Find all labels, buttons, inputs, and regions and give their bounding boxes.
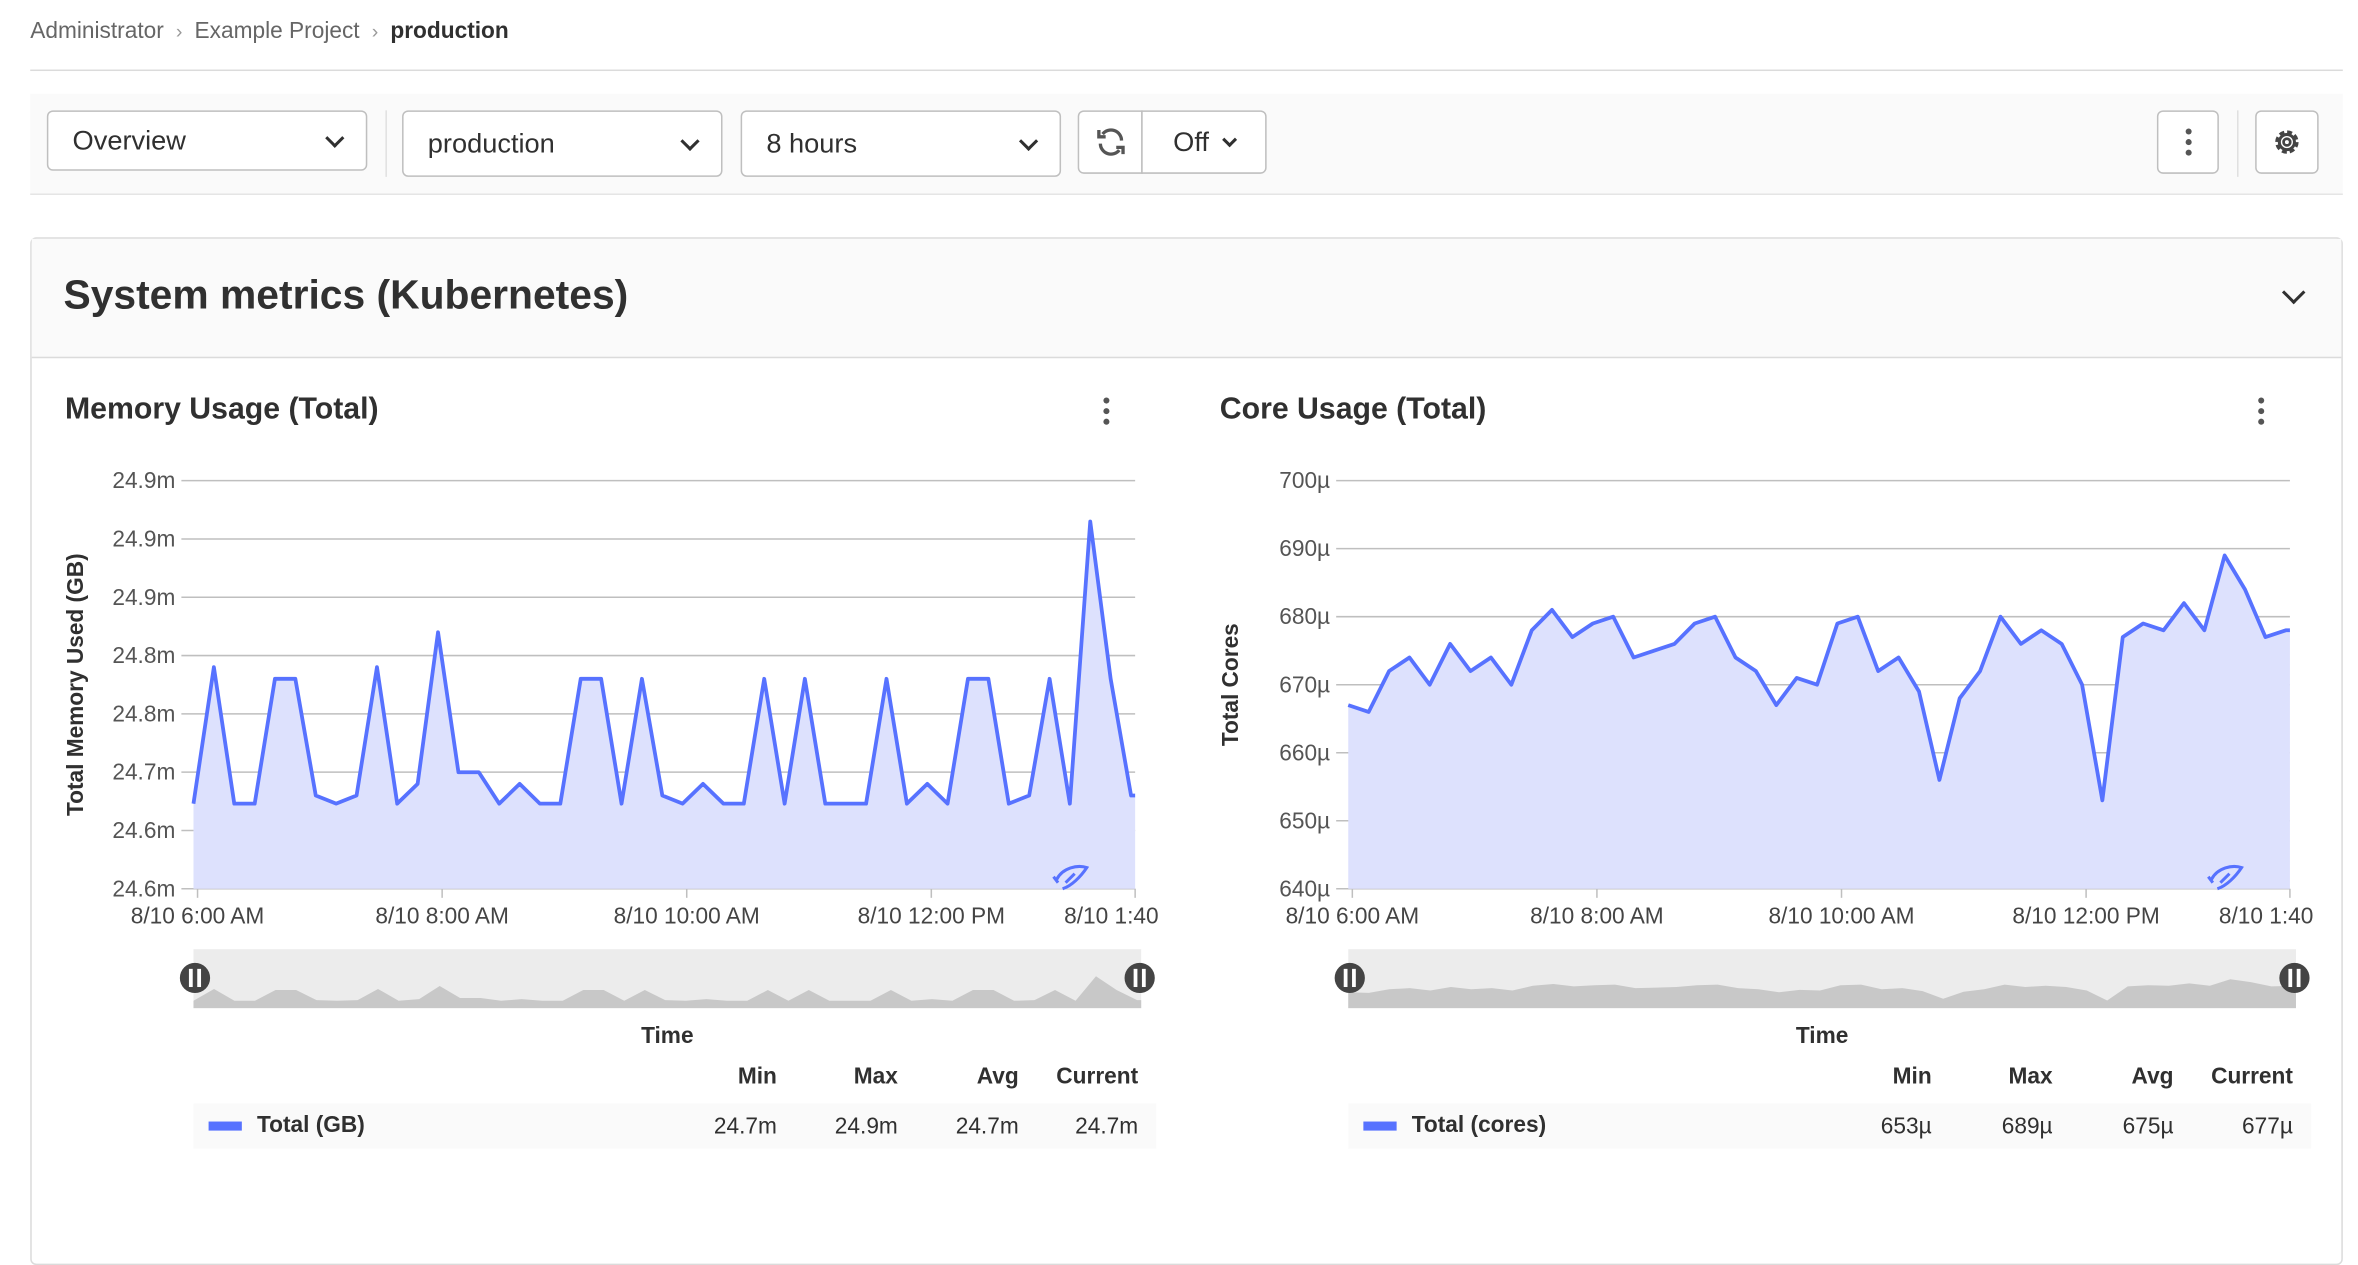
y-axis-title: Total Memory Used (GB) xyxy=(62,553,88,816)
x-tick-label: 8/10 8:00 AM xyxy=(1530,903,1664,929)
x-tick-label: 8/10 10:00 AM xyxy=(614,903,760,929)
y-tick-label: 24.6m xyxy=(112,817,175,843)
legend-min: 653µ xyxy=(1802,1114,1932,1140)
y-tick-label: 670µ xyxy=(1279,671,1330,697)
y-tick-label: 660µ xyxy=(1279,739,1330,765)
legend-swatch-icon xyxy=(209,1122,242,1131)
x-tick-label: 8/10 10:00 AM xyxy=(1768,903,1914,929)
chart-svg: 640µ 650µ 660µ 670µ 680µ 690µ 700µ Total Cores 8… xyxy=(1155,0,2358,1058)
legend-max: 24.9m xyxy=(768,1114,898,1140)
legend-header-max: Max xyxy=(786,1064,898,1090)
x-axis-title: Time xyxy=(641,1022,693,1048)
legend-current: 24.7m xyxy=(1010,1114,1138,1140)
x-tick-label: 8/10 8:00 AM xyxy=(375,903,509,929)
legend-swatch-icon xyxy=(1363,1122,1396,1131)
legend-header-min: Min xyxy=(1820,1064,1932,1090)
y-tick-label: 24.9m xyxy=(112,526,175,552)
navigator-handle-icon[interactable] xyxy=(180,963,210,993)
x-axis-title: Time xyxy=(1796,1022,1848,1048)
series-area xyxy=(1348,555,2290,888)
legend-avg: 675µ xyxy=(2044,1114,2174,1140)
chart-svg: 24.6m 24.6m 24.7m 24.8m 24.8m 24.9m 24.9m 24.9m… xyxy=(0,0,1209,1058)
y-tick-label: 24.9m xyxy=(112,584,175,610)
navigator-handle-icon[interactable] xyxy=(1335,963,1365,993)
navigator-handle-icon[interactable] xyxy=(2279,963,2309,993)
x-tick-label: 8/10 1:40 xyxy=(2219,903,2314,929)
x-tick-label: 8/10 6:00 AM xyxy=(1286,903,1420,929)
legend-min: 24.7m xyxy=(647,1114,777,1140)
legend-series-label: Total (GB) xyxy=(257,1112,365,1138)
legend-max: 689µ xyxy=(1923,1114,2053,1140)
legend-header-current: Current xyxy=(1017,1064,1138,1090)
legend-row[interactable]: Total (cores) 653µ 689µ 675µ 677µ xyxy=(1348,1103,2311,1148)
x-tick-label: 8/10 1:40 xyxy=(1064,903,1159,929)
legend-avg: 24.7m xyxy=(889,1114,1019,1140)
legend-header-min: Min xyxy=(665,1064,777,1090)
y-tick-label: 690µ xyxy=(1279,535,1330,561)
y-axis-title: Total Cores xyxy=(1217,623,1243,746)
y-tick-label: 24.8m xyxy=(112,700,175,726)
y-tick-label: 640µ xyxy=(1279,875,1330,901)
y-tick-label: 650µ xyxy=(1279,807,1330,833)
x-tick-label: 8/10 12:00 PM xyxy=(858,903,1005,929)
legend-header-avg: Avg xyxy=(907,1064,1019,1090)
x-tick-label: 8/10 6:00 AM xyxy=(131,903,265,929)
y-tick-label: 700µ xyxy=(1279,467,1330,493)
legend-header-max: Max xyxy=(1941,1064,2053,1090)
y-tick-label: 680µ xyxy=(1279,603,1330,629)
y-tick-label: 24.8m xyxy=(112,642,175,668)
legend-header-current: Current xyxy=(2172,1064,2293,1090)
y-tick-label: 24.6m xyxy=(112,875,175,901)
y-tick-label: 24.9m xyxy=(112,467,175,493)
x-tick-label: 8/10 12:00 PM xyxy=(2012,903,2159,929)
legend-current: 677µ xyxy=(2164,1114,2292,1140)
y-tick-label: 24.7m xyxy=(112,759,175,785)
legend-row[interactable]: Total (GB) 24.7m 24.9m 24.7m 24.7m xyxy=(193,1103,1156,1148)
navigator-handle-icon[interactable] xyxy=(1125,963,1155,993)
legend-header-avg: Avg xyxy=(2062,1064,2174,1090)
legend-series-label: Total (cores) xyxy=(1412,1112,1546,1138)
